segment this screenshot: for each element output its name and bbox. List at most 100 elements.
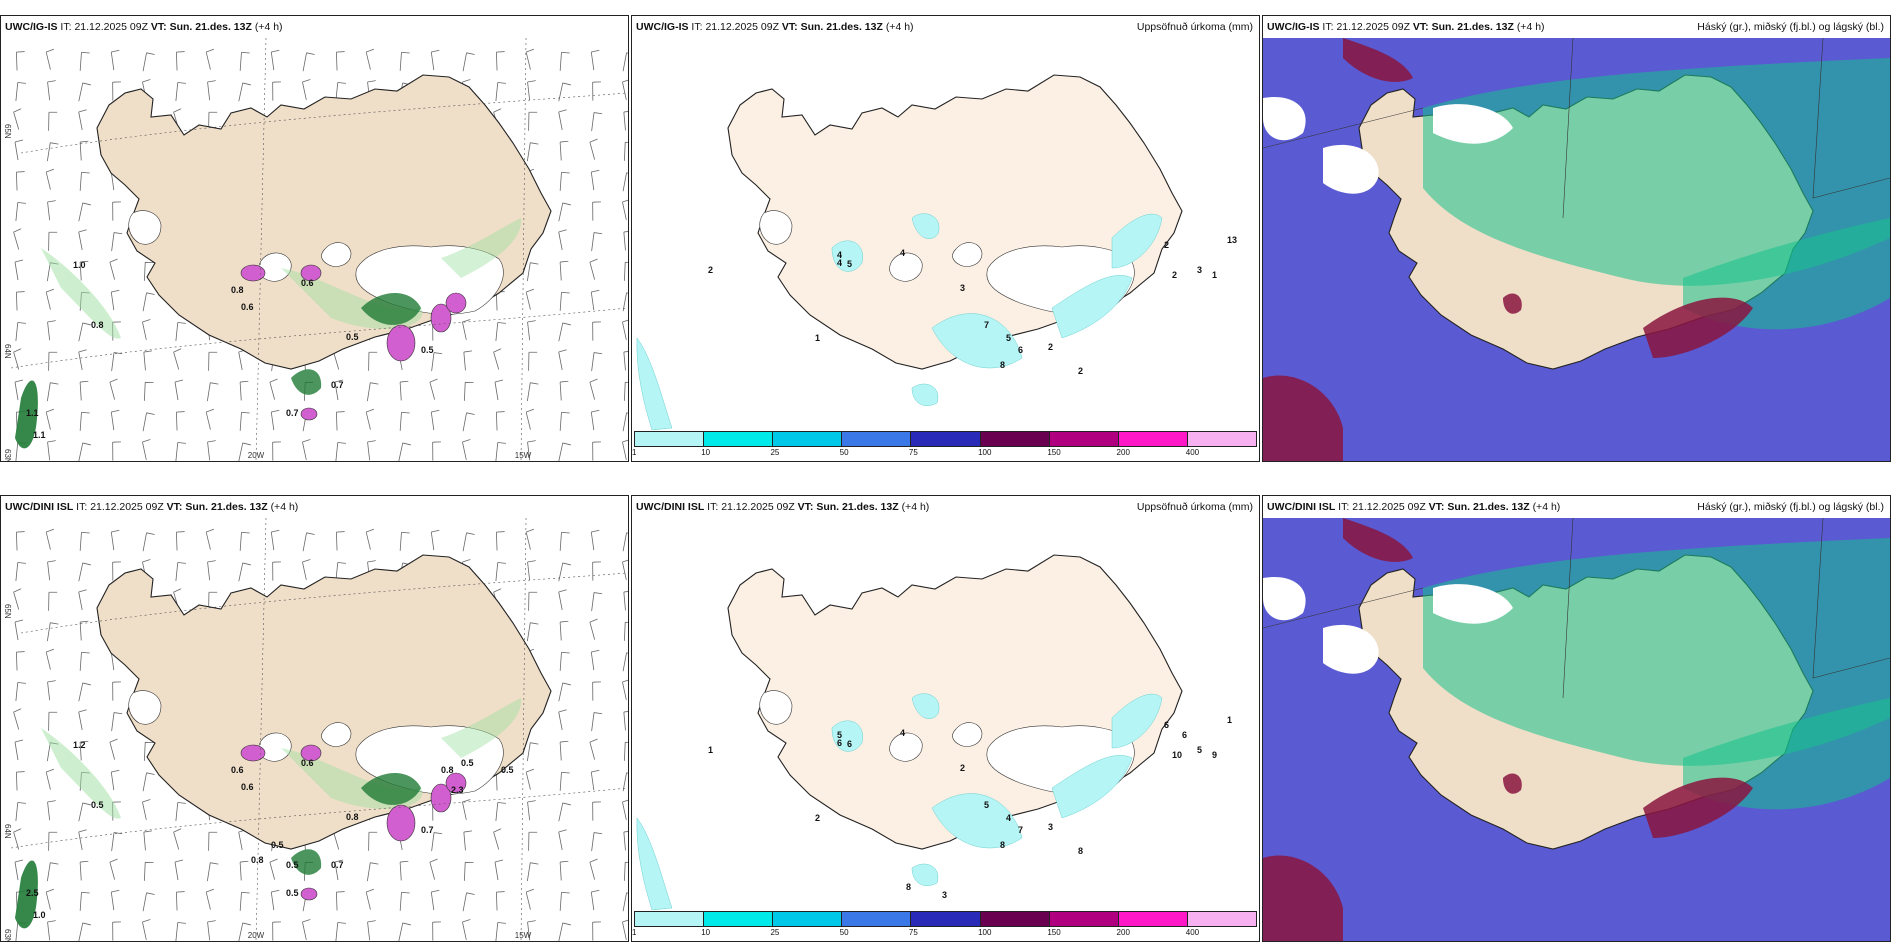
lead-time: (+4 h) [901,501,930,513]
panel-header: UWC/DINI ISL IT: 21.12.2025 09Z VT: Sun.… [1,496,628,518]
valid-time: Sun. 21.des. 13Z [800,21,883,33]
precip-value-label: 3 [1197,265,1202,275]
gust-value-label: 0.6 [301,278,314,288]
clear-areas [1263,577,1513,674]
model-name: UWC/DINI ISL [5,501,74,513]
precip-value-label: 10 [1172,750,1182,760]
gust-value-label: 1.1 [33,430,46,440]
latitude-label: 64N [3,344,12,359]
gust-value-label: 0.8 [441,765,454,775]
lead-time: (+4 h) [1516,21,1545,33]
latitude-label: 65N [3,604,12,619]
legend-tick-label: 75 [908,928,918,937]
legend-tick-label: 25 [770,448,780,457]
latitude-label: 65N [3,124,12,139]
precip-value-label: 4 [837,250,842,260]
legend-tick-label: 400 [1185,928,1200,937]
valid-time: Sun. 21.des. 13Z [1431,21,1514,33]
precip-value-label: 1 [1227,715,1232,725]
legend-tick-label: 200 [1116,448,1130,457]
precip-value-label: 8 [1000,840,1005,850]
clear-areas [1263,97,1513,194]
panel-header: UWC/DINI ISL IT: 21.12.2025 09Z VT: Sun.… [1263,496,1890,518]
precip-value-label: 5 [1006,333,1011,343]
precip-value-label: 5 [847,259,852,269]
high-cloud-layer [1263,38,1753,461]
gust-value-label: 0.5 [346,332,359,342]
gust-value-label: 0.7 [331,860,344,870]
high-cloud-layer [1263,518,1753,941]
legend-swatch [773,432,843,446]
model-name: UWC/IG-IS [5,21,58,33]
precip-value-label: 2 [815,813,820,823]
precip-value-label: 6 [1164,720,1169,730]
precip-value-label: 6 [837,738,842,748]
high-gust-areas [240,744,467,901]
precip-legend: 1 10 25 50 75 100 150 200 400 [632,911,1257,939]
legend-ticks: 1 10 25 50 75 100 150 200 400 [632,927,1257,937]
gust-value-label: 0.5 [91,800,104,810]
init-time: 21.12.2025 09Z [705,21,779,33]
cloud-panel-dini-isl: UWC/DINI ISL IT: 21.12.2025 09Z VT: Sun.… [1262,495,1891,942]
gust-areas [15,698,522,929]
precip-value-label: 3 [942,890,947,900]
precip-value-label: 6 [1018,345,1023,355]
precip-legend: 1 10 25 50 75 100 150 200 400 [632,431,1257,459]
legend-ticks: 1 10 25 50 75 100 150 200 400 [632,447,1257,457]
precip-value-label: 4 [837,258,842,268]
init-time: 21.12.2025 09Z [721,501,795,513]
gust-value-label: 0.6 [231,765,244,775]
init-time: 21.12.2025 09Z [1336,21,1410,33]
legend-tick-label: 75 [908,448,918,457]
precip-value-label: 1 [815,333,820,343]
legend-swatch [635,912,705,926]
gust-value-label: 0.6 [301,758,314,768]
gust-value-label: 0.8 [251,855,264,865]
legend-swatch [1187,432,1256,446]
gust-value-label: 0.6 [241,302,254,312]
precip-value-label: 13 [1227,235,1237,245]
legend-tick-label: 25 [770,928,780,937]
panel-header: UWC/IG-IS IT: 21.12.2025 09Z VT: Sun. 21… [1,16,628,38]
precip-value-label: 4 [900,248,905,258]
legend-swatch [911,912,981,926]
legend-tick-label: 10 [701,448,711,457]
legend-tick-label: 200 [1116,928,1130,937]
legend-swatch [1118,912,1188,926]
panel-title: Háský (gr.), miðský (fj.bl.) og lágský (… [1697,501,1884,513]
precip-value-label: 8 [1000,360,1005,370]
gust-value-label: 1.0 [73,260,86,270]
precip-value-label: 1 [1212,270,1217,280]
wind-map: 20W 15W 65N 64N 63N 1.0 0.8 0.8 0.6 0.6 0.5 0.5 0.7 1… [1,38,628,461]
gust-value-label: 0.8 [91,320,104,330]
model-name: UWC/IG-IS [636,21,689,33]
precip-value-label: 3 [960,283,965,293]
longitude-label: 15W [515,931,532,940]
valid-time: Sun. 21.des. 13Z [816,501,899,513]
model-name: UWC/IG-IS [1267,21,1320,33]
precip-value-label: 2 [960,763,965,773]
legend-swatch [704,912,774,926]
precip-value-label: 2 [708,265,713,275]
init-time: 21.12.2025 09Z [74,21,148,33]
longitude-label: 20W [248,931,265,940]
lead-time: (+4 h) [885,21,914,33]
latitude-label: 63N [3,929,12,941]
precip-value-label: 4 [900,728,905,738]
panel-title: Uppsöfnuð úrkoma (mm) [1136,21,1253,33]
precip-value-label: 1 [708,745,713,755]
legend-tick-label: 400 [1185,448,1200,457]
legend-color-bar [634,911,1257,927]
gust-value-label: 0.7 [421,825,434,835]
gust-value-label: 0.5 [286,888,299,898]
legend-tick-label: 100 [978,928,992,937]
gust-value-label: 2.5 [26,888,39,898]
panel-title: Háský (gr.), miðský (fj.bl.) og lágský (… [1697,21,1884,33]
precip-value-label: 5 [1197,745,1202,755]
longitude-label: 20W [248,451,265,460]
gust-value-label: 0.6 [241,782,254,792]
legend-swatch [635,432,705,446]
precip-value-label: 4 [1006,813,1011,823]
legend-swatch [911,432,981,446]
